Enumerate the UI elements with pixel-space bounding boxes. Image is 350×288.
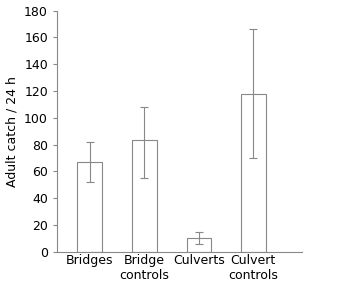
Bar [241, 94, 266, 252]
Y-axis label: Adult catch / 24 h: Adult catch / 24 h [6, 76, 19, 187]
Bar [187, 238, 211, 252]
Bar [77, 162, 102, 252]
Bar [132, 141, 156, 252]
